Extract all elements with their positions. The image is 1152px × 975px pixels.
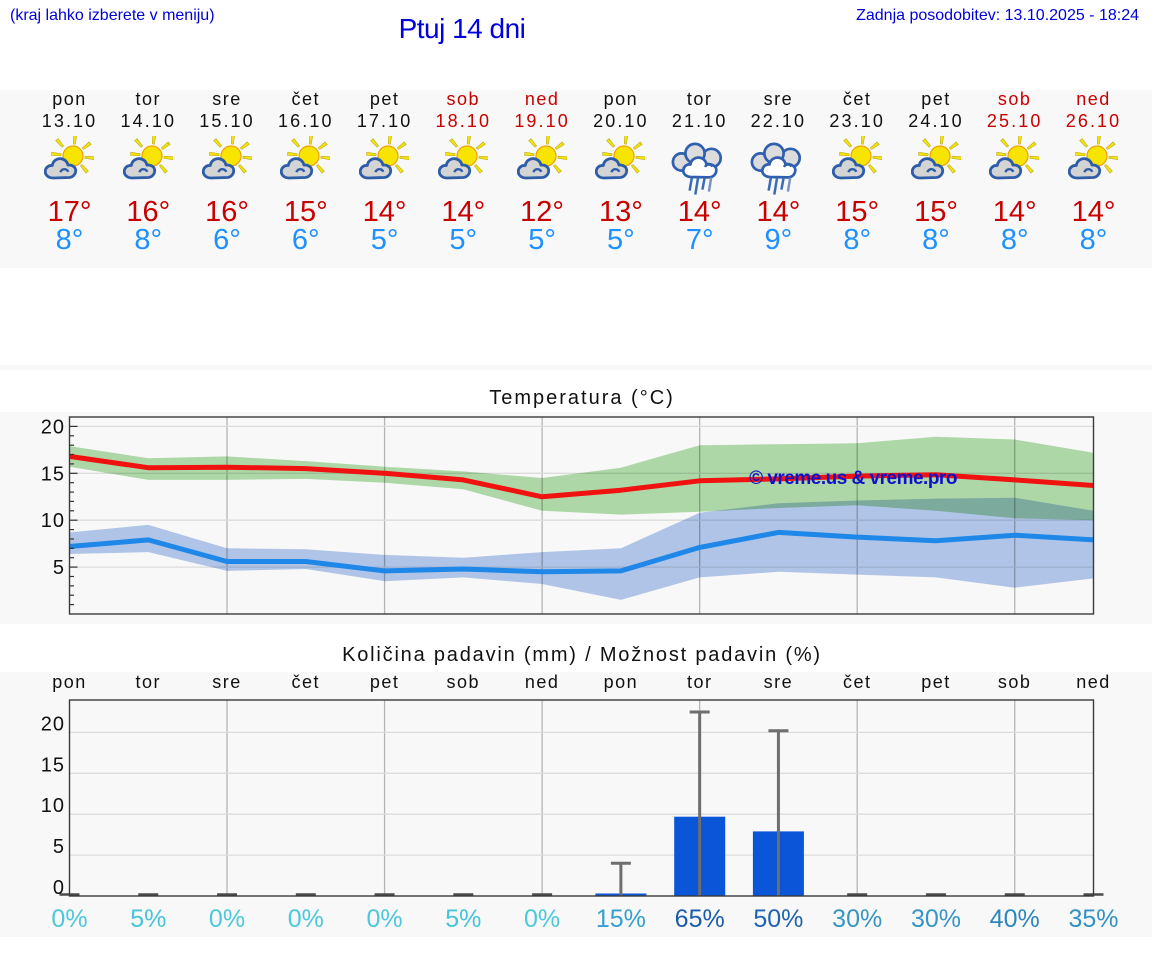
svg-text:pon: pon [52, 672, 87, 692]
svg-text:ned: ned [1076, 672, 1111, 692]
svg-text:0%: 0% [51, 905, 87, 933]
svg-text:5%: 5% [445, 905, 481, 933]
svg-text:tor: tor [136, 672, 162, 692]
svg-text:© vreme.us & vreme.pro: © vreme.us & vreme.pro [749, 468, 957, 489]
svg-text:0%: 0% [367, 905, 403, 933]
svg-text:30%: 30% [911, 905, 961, 933]
svg-text:40%: 40% [990, 905, 1040, 933]
svg-text:30%: 30% [832, 905, 882, 933]
svg-text:pon: pon [604, 672, 639, 692]
svg-text:sre: sre [764, 672, 794, 692]
svg-text:0%: 0% [209, 905, 245, 933]
svg-text:5: 5 [53, 557, 65, 579]
svg-text:5: 5 [53, 836, 65, 858]
svg-text:čet: čet [292, 672, 321, 692]
svg-text:20: 20 [41, 416, 65, 438]
svg-text:sob: sob [998, 672, 1032, 692]
svg-text:0: 0 [53, 877, 65, 899]
svg-text:15: 15 [41, 463, 65, 485]
svg-text:65%: 65% [675, 905, 725, 933]
svg-text:pet: pet [370, 672, 400, 692]
svg-text:10: 10 [41, 510, 65, 532]
svg-text:5%: 5% [130, 905, 166, 933]
svg-text:ned: ned [525, 672, 560, 692]
svg-text:tor: tor [687, 672, 713, 692]
svg-text:pet: pet [921, 672, 951, 692]
svg-text:čet: čet [843, 672, 872, 692]
svg-text:sre: sre [212, 672, 242, 692]
svg-text:50%: 50% [753, 905, 803, 933]
svg-text:15: 15 [41, 754, 65, 776]
svg-text:sob: sob [447, 672, 481, 692]
svg-text:35%: 35% [1068, 905, 1118, 933]
svg-text:0%: 0% [524, 905, 560, 933]
svg-text:20: 20 [41, 713, 65, 735]
svg-text:10: 10 [41, 795, 65, 817]
svg-text:0%: 0% [288, 905, 324, 933]
svg-text:15%: 15% [596, 905, 646, 933]
